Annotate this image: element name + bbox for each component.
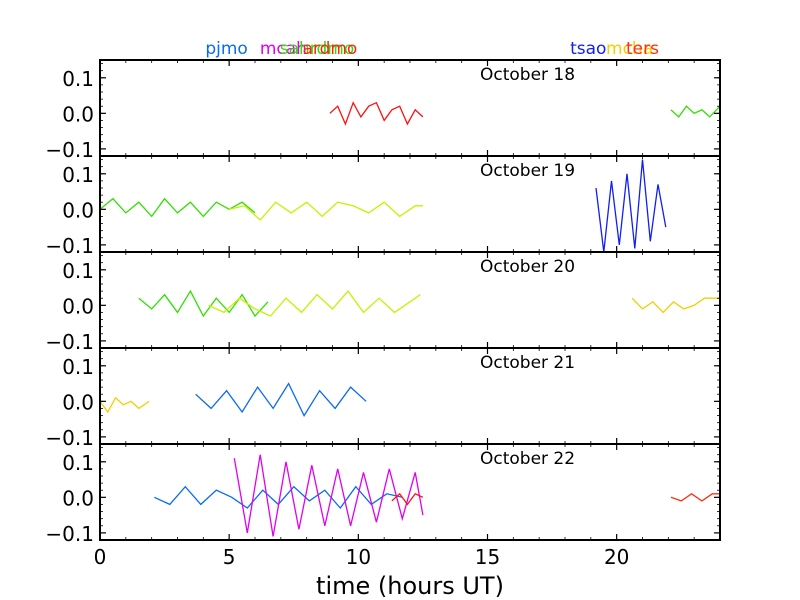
- y-tick-label: −0.1: [45, 138, 94, 162]
- panel-2: 0.1 0.0 −0.1 October 19: [45, 155, 721, 258]
- series-line-ters: [670, 493, 720, 502]
- y-tick-label: 0.0: [62, 294, 94, 318]
- series-line-sahrdmo: [670, 105, 720, 118]
- chart-panels: 0.1 0.0 −0.1 October 18 0.1 0.0 −0.1 October 19…: [45, 59, 721, 546]
- panel-title: October 22: [480, 449, 575, 469]
- x-tick-label: 5: [223, 545, 236, 569]
- panel-title: October 18: [480, 65, 575, 85]
- station-label-sahrdmo: sahrdmo: [280, 39, 355, 59]
- y-tick-label: −0.1: [45, 426, 94, 450]
- station-label-mcah: mcah: [260, 39, 307, 59]
- y-tick-label: −0.1: [45, 234, 94, 258]
- series-line-mcah: [233, 454, 424, 537]
- series-line-ardmo: [208, 290, 421, 317]
- station-label-ters: ters: [626, 39, 659, 59]
- panel-frame: [99, 59, 721, 157]
- panel-frame: [99, 251, 721, 349]
- y-tick-label: 0.1: [62, 163, 94, 187]
- x-axis-label: time (hours UT): [316, 572, 504, 600]
- station-label-ardmo: ardmo: [302, 39, 357, 59]
- series-line-ardmo: [329, 101, 424, 126]
- y-tick-label: 0.0: [62, 486, 94, 510]
- y-tick-label: 0.1: [62, 259, 94, 283]
- y-tick-label: −0.1: [45, 522, 94, 546]
- series-line-mcha: [631, 297, 720, 314]
- x-tick-label: 20: [604, 545, 629, 569]
- series-line-sahrdmo: [138, 289, 269, 318]
- series-line-tsao: [595, 159, 667, 252]
- panel-title: October 21: [480, 353, 575, 373]
- panel-title: October 19: [480, 161, 575, 181]
- series-line-ardmo: [229, 201, 423, 221]
- y-tick-label: 0.0: [62, 390, 94, 414]
- y-tick-label: 0.1: [62, 355, 94, 379]
- station-label-tsao: tsao: [570, 39, 606, 59]
- y-tick-label: 0.0: [62, 102, 94, 126]
- y-tick-label: 0.1: [62, 67, 94, 91]
- station-label-pjmo: pjmo: [205, 39, 247, 59]
- x-tick-label: 0: [94, 545, 107, 569]
- panel-5: 0.1 0.0 −0.1 October 22: [45, 443, 721, 546]
- y-tick-label: 0.1: [62, 451, 94, 475]
- panel-4: 0.1 0.0 −0.1 October 21: [45, 347, 721, 450]
- series-line-ardmo: [391, 492, 424, 506]
- series-line-mcha: [100, 396, 150, 414]
- x-axis: 0 5 10 15 20: [94, 545, 630, 569]
- panel-frame: [99, 347, 721, 445]
- x-tick-label: 15: [475, 545, 500, 569]
- panel-frame: [99, 155, 721, 253]
- x-tick-label: 10: [346, 545, 371, 569]
- series-line-pjmo: [195, 382, 367, 417]
- panel-1: 0.1 0.0 −0.1 October 18: [45, 59, 721, 162]
- panel-3: 0.1 0.0 −0.1 October 20: [45, 251, 721, 354]
- y-tick-label: −0.1: [45, 330, 94, 354]
- y-tick-label: 0.0: [62, 198, 94, 222]
- series-line-sahrdmo: [100, 197, 256, 218]
- station-label-mcha: mcha: [606, 39, 653, 59]
- panel-title: October 20: [480, 257, 575, 277]
